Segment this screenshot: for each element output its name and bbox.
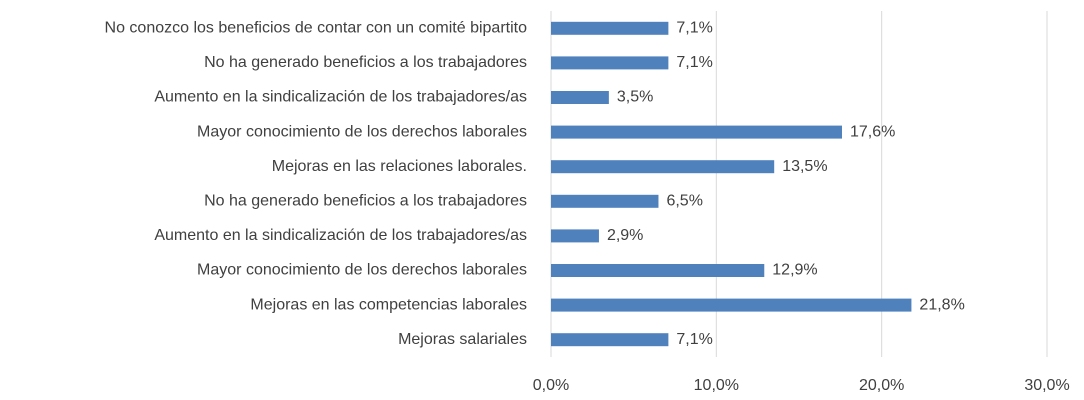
data-label: 2,9% — [607, 227, 643, 244]
x-tick-label: 10,0% — [694, 377, 739, 394]
bar — [551, 333, 669, 347]
data-label: 12,9% — [772, 262, 817, 279]
data-label: 21,8% — [919, 296, 964, 313]
category-label: No conozco los beneficios de contar con … — [105, 20, 528, 37]
category-label: Mejoras salariales — [398, 331, 527, 348]
data-label: 17,6% — [850, 123, 895, 140]
category-label: No ha generado beneficios a los trabajad… — [204, 193, 527, 210]
data-label: 6,5% — [666, 193, 702, 210]
bar — [551, 194, 659, 208]
category-label: Mayor conocimiento de los derechos labor… — [197, 123, 527, 140]
data-label: 7,1% — [676, 331, 712, 348]
category-label: Aumento en la sindicalización de los tra… — [154, 89, 527, 106]
category-label: Mejoras en las competencias laborales — [250, 296, 527, 313]
bar — [551, 160, 775, 174]
data-label: 3,5% — [617, 89, 653, 106]
bar — [551, 21, 669, 35]
category-label: Mayor conocimiento de los derechos labor… — [197, 262, 527, 279]
bar — [551, 298, 912, 312]
category-label: Aumento en la sindicalización de los tra… — [154, 227, 527, 244]
category-label: Mejoras en las relaciones laborales. — [272, 158, 527, 175]
x-tick-label: 30,0% — [1024, 377, 1069, 394]
data-label: 7,1% — [676, 20, 712, 37]
category-label: No ha generado beneficios a los trabajad… — [204, 54, 527, 71]
x-tick-label: 20,0% — [859, 377, 904, 394]
bar — [551, 56, 669, 70]
bar — [551, 229, 599, 243]
data-label: 13,5% — [782, 158, 827, 175]
bar — [551, 125, 842, 139]
bar — [551, 264, 765, 277]
x-tick-label: 0,0% — [533, 377, 569, 394]
data-label: 7,1% — [676, 54, 712, 71]
bar — [551, 91, 609, 104]
